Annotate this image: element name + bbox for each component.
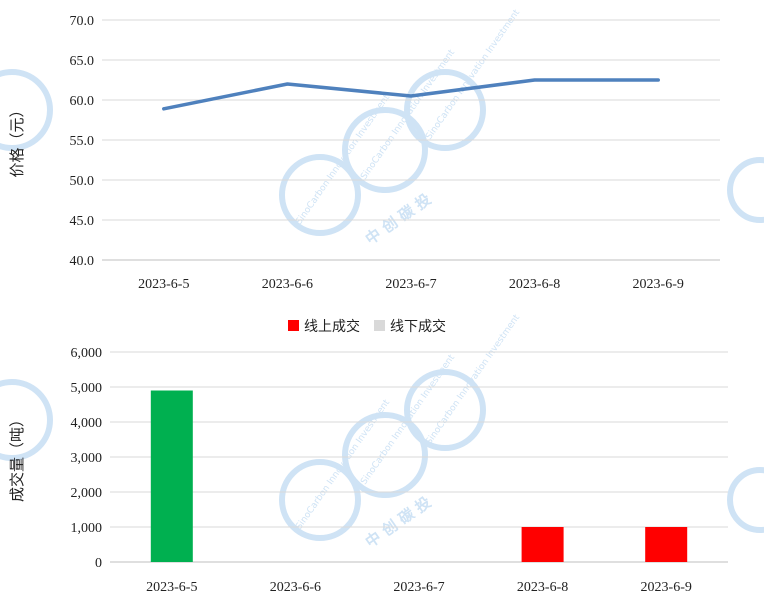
legend-swatch (374, 320, 385, 331)
x-tick-label: 2023-6-9 (633, 277, 684, 292)
watermark-ring (342, 412, 428, 498)
legend-swatch (288, 320, 299, 331)
x-tick-label: 2023-6-5 (146, 580, 197, 595)
price-point (409, 94, 413, 98)
chart-price: 40.0 45.0 50.0 55.0 60.0 65.0 70.0 2023-6-5 2023… (8, 14, 720, 292)
watermark-ring (342, 107, 428, 193)
legend-label: 线上成交 (304, 318, 360, 335)
watermark-ring (404, 69, 486, 151)
price-point (285, 82, 289, 86)
watermark-ring (0, 379, 53, 461)
x-tick-label: 2023-6-8 (517, 580, 568, 595)
y-axis-title: 成交量（吨） (8, 412, 26, 502)
watermark-cn-text: 中 创 碳 投 (362, 493, 434, 551)
y-tick-label: 2,000 (71, 486, 103, 501)
y-axis-title: 价格（元） (8, 102, 26, 177)
watermark-ring (727, 157, 764, 223)
x-tick-label: 2023-6-9 (641, 580, 692, 595)
y-tick-label: 0 (95, 556, 102, 571)
y-tick-label: 50.0 (70, 174, 95, 189)
x-tick-label: 2023-6-5 (138, 277, 189, 292)
watermark-ring (404, 369, 486, 451)
watermark-cn-text: 中 创 碳 投 (362, 190, 434, 248)
chart-volume: 0 1,000 2,000 3,000 4,000 5,000 6,000 2023-6-5 2… (8, 318, 728, 595)
price-point (656, 78, 660, 82)
x-tick-label: 2023-6-7 (385, 277, 436, 292)
y-tick-label: 3,000 (71, 451, 103, 466)
y-tick-label: 40.0 (70, 254, 95, 269)
x-tick-label: 2023-6-7 (393, 580, 444, 595)
volume-bar (645, 527, 688, 562)
y-tick-label: 70.0 (70, 14, 95, 29)
legend-label: 线下成交 (390, 318, 446, 335)
watermark-ring (727, 467, 764, 533)
watermark-ring (0, 69, 53, 151)
y-tick-label: 4,000 (71, 416, 103, 431)
price-point (162, 107, 166, 111)
watermark-ring (279, 459, 361, 541)
watermark-ring (279, 154, 361, 236)
x-tick-label: 2023-6-8 (509, 277, 560, 292)
y-tick-label: 60.0 (70, 94, 95, 109)
legend: 线上成交 线下成交 (288, 318, 446, 335)
y-tick-label: 45.0 (70, 214, 95, 229)
y-tick-label: 5,000 (71, 381, 103, 396)
y-tick-label: 65.0 (70, 54, 95, 69)
x-tick-label: 2023-6-6 (262, 277, 313, 292)
price-point (533, 78, 537, 82)
y-tick-label: 1,000 (71, 521, 103, 536)
y-tick-label: 6,000 (71, 346, 103, 361)
volume-bar (150, 390, 193, 562)
y-tick-label: 55.0 (70, 134, 95, 149)
volume-bar (521, 527, 564, 562)
x-tick-label: 2023-6-6 (270, 580, 321, 595)
